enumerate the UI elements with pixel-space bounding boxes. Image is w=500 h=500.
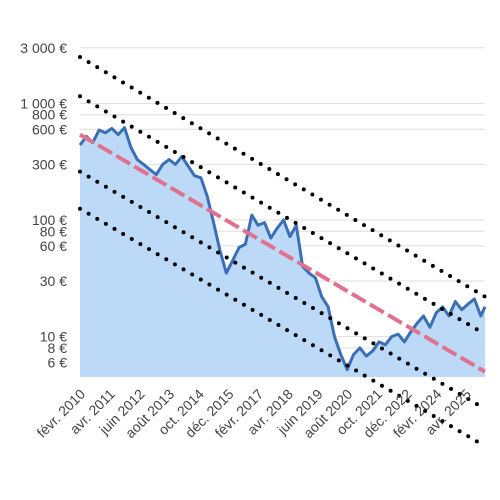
y-tick-label: 80 € [40, 223, 67, 239]
lower-band-1-line [78, 169, 487, 411]
y-tick-label: 10 € [40, 329, 67, 345]
y-tick-label: 6 € [48, 354, 68, 370]
y-tick-label: 800 € [32, 107, 67, 123]
y-tick-label: 30 € [40, 273, 67, 289]
y-tick-label: 300 € [32, 156, 67, 172]
trend-line [78, 132, 487, 374]
y-tick-label: 60 € [40, 238, 67, 254]
y-tick-label: 1 000 € [20, 95, 67, 111]
y-tick-label: 8 € [48, 340, 68, 356]
price-line [78, 126, 487, 372]
y-tick-label: 600 € [32, 121, 67, 137]
y-tick-label: 100 € [32, 212, 67, 228]
upper-band-2-line [78, 55, 487, 299]
series-lines [78, 55, 487, 449]
upper-band-1-line [78, 94, 487, 337]
y-axis-ticks: 3 000 € 1 000 €800 €600 € 300 € 100 €80 €60… [20, 40, 67, 371]
y-tick-label: 3 000 € [20, 40, 67, 56]
lower-band-2-line [78, 206, 487, 449]
